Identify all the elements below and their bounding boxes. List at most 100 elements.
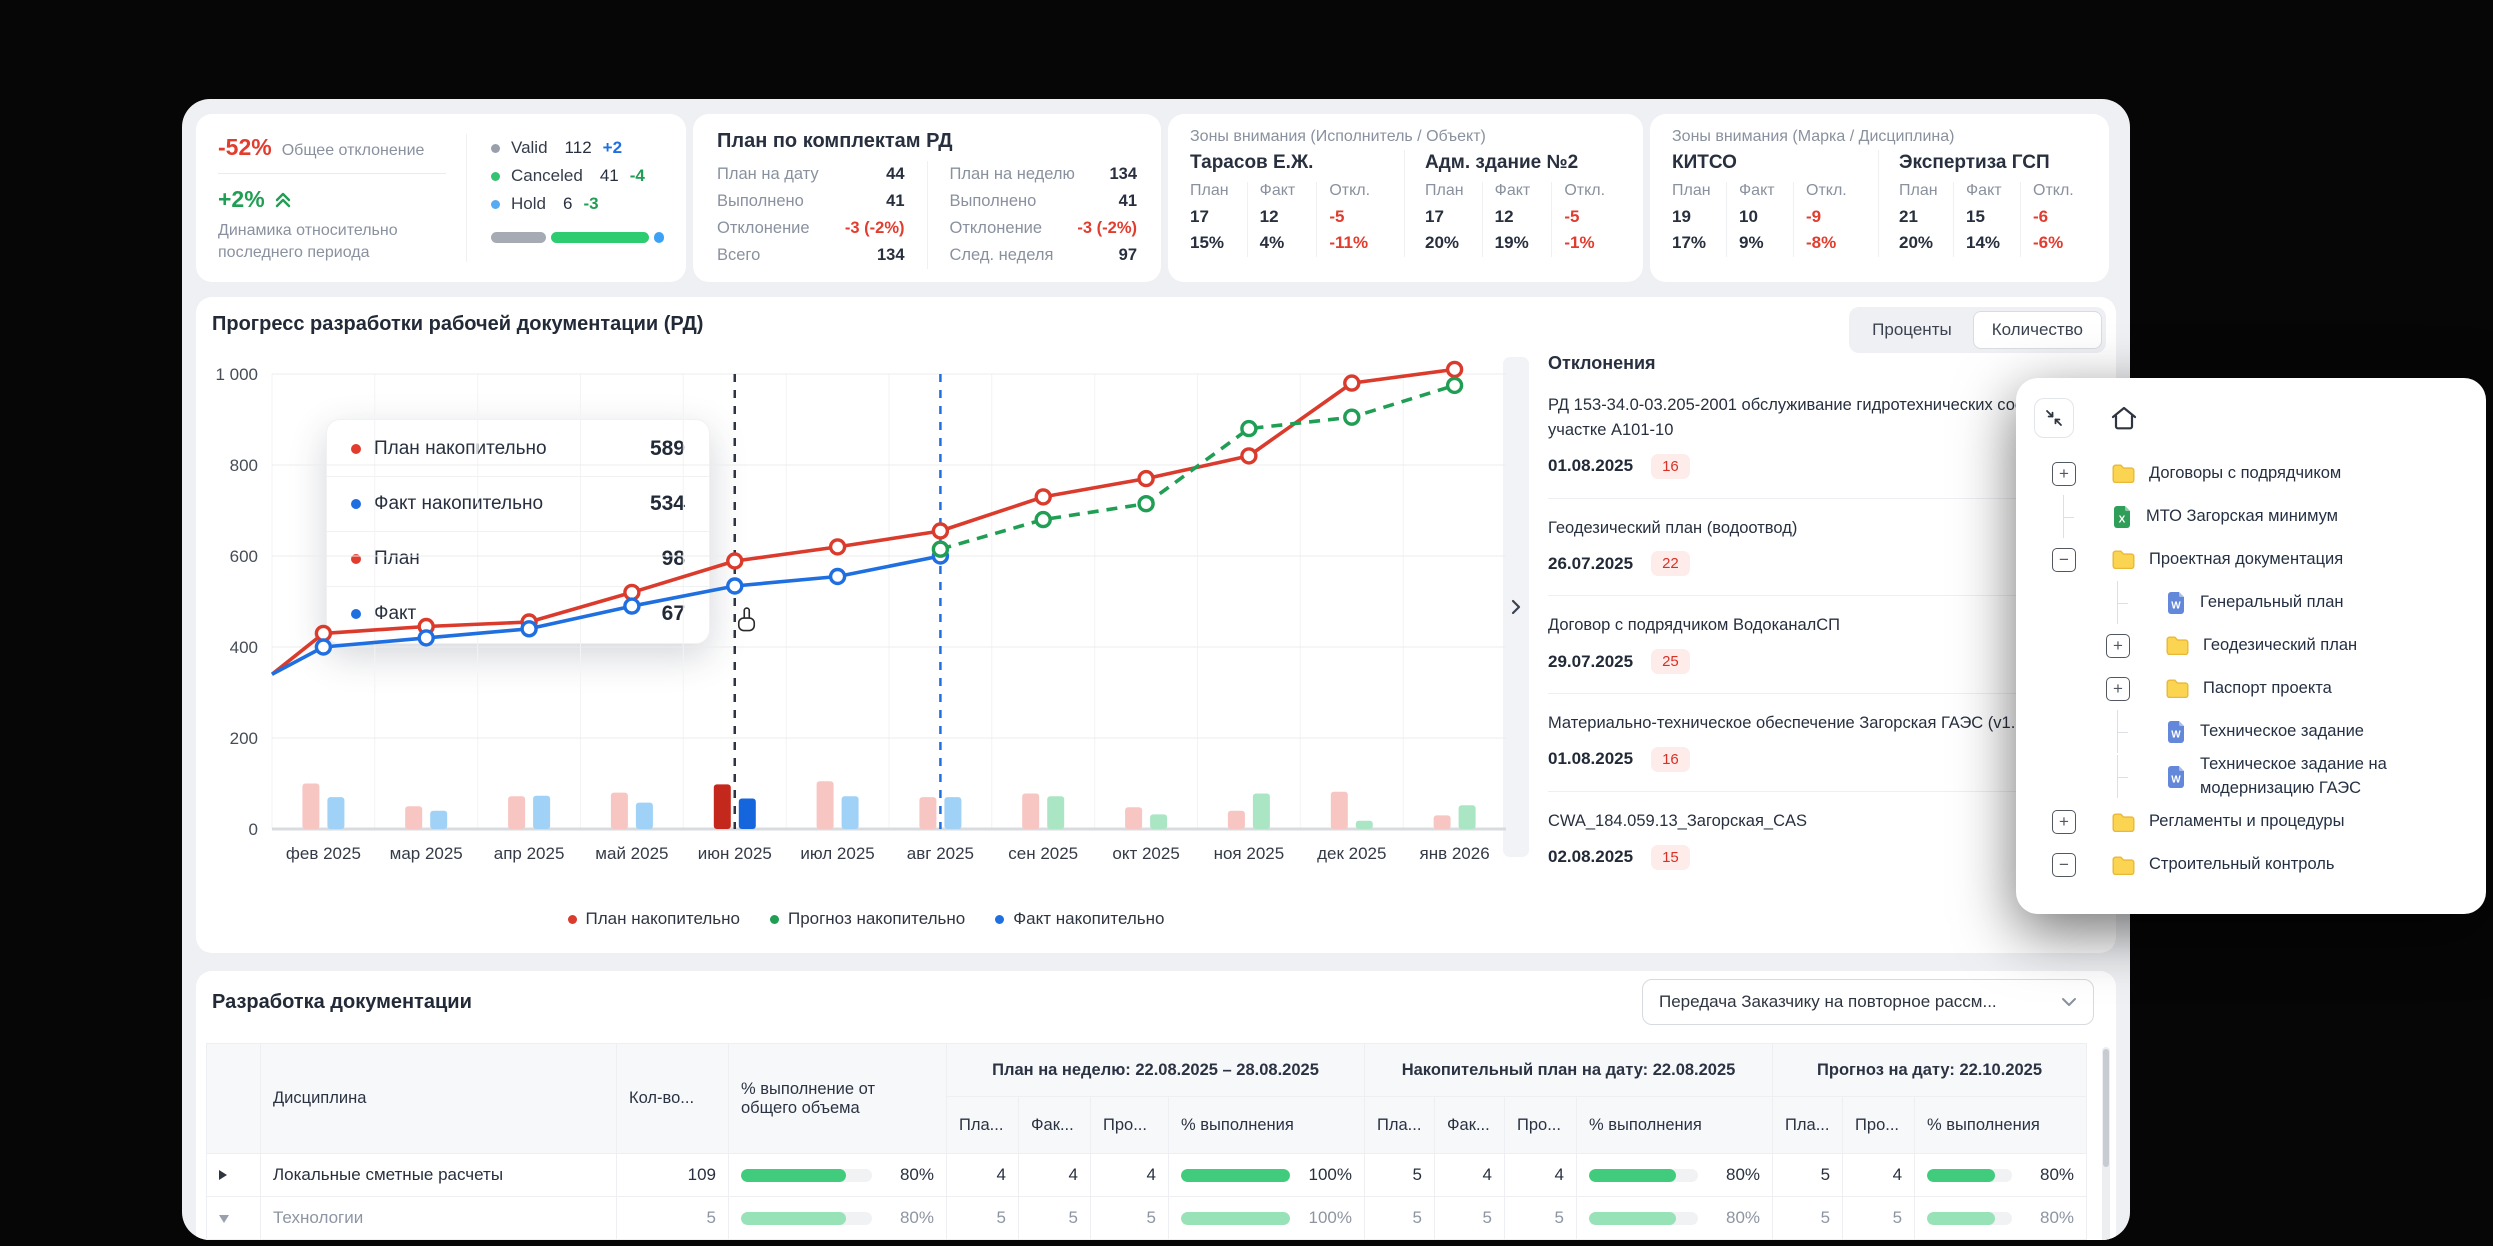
tree-item[interactable]: X МТО Загорская минимум [2052,495,2468,538]
deviation-meta: 29.07.2025 25 [1548,649,2096,674]
table-row[interactable]: ТХ550%0000%53460%5460% [206,1239,2088,1240]
collapse-row-icon[interactable] [219,1215,229,1223]
tree-collapse-toggle[interactable]: − [2052,547,2076,572]
table-row[interactable]: Локальные сметные расчеты 109 80% 4 4 4 100% 5 4… [206,1153,2088,1197]
x-axis-tick: апр 2025 [494,844,565,863]
table-row[interactable]: Технологии 5 80% 5 5 5 100% 5 5 5 80% 5 5 80% [206,1196,2088,1240]
legend-item[interactable]: Факт накопительно [995,909,1164,929]
deviation-item[interactable]: CWA_184.059.13_Загорская_CAS 02.08.2025 15 [1548,792,2096,889]
sub-column-header: Фак... [1018,1096,1091,1154]
tree-item[interactable]: − Строительный контроль [2052,844,2468,887]
forecast-value-cell: 4 [1842,1239,1916,1240]
zone-metric-column: Откл. -6 -6% [2020,182,2087,257]
bar [1227,810,1245,829]
bar [713,784,731,829]
y-axis-tick: 0 [249,820,258,839]
tree-item[interactable]: + Паспорт проекта [2106,667,2468,710]
zone-metric-column: Факт 12 19% [1481,182,1552,257]
tree-expand-toggle[interactable]: + [2052,461,2076,486]
sub-column-header: Пла... [1772,1096,1844,1154]
zone-metric-label: Откл. [1806,182,1847,199]
deviations-title: Отклонения [1548,353,1656,373]
folder-icon-wrap [2166,636,2189,655]
zone-metric-percent: 20% [1899,233,1934,253]
cumulative-value-cell: 5 [1434,1196,1505,1240]
legend-dot [769,914,779,924]
data-point [1137,494,1155,513]
word-icon-wrap: W [2166,765,2186,789]
deviation-item[interactable]: Договор с подрядчиком ВодоканалСП 29.07.2… [1548,596,2096,694]
zone-metric-percent: -6% [2033,233,2064,253]
table-scrollbar-thumb[interactable] [2103,1049,2109,1167]
row-expander-cell[interactable] [206,1153,261,1197]
zone-metric-label: План [1190,182,1229,199]
tree-expand-toggle[interactable]: + [2052,810,2076,835]
tree-item[interactable]: + Регламенты и процедуры [2052,801,2468,844]
tree-item[interactable]: W Генеральный план [2106,581,2468,624]
svg-text:X: X [2119,514,2126,525]
zone-metric-label: Факт [1259,182,1296,199]
data-point [931,522,950,540]
bar [1047,796,1065,829]
bar [1150,814,1168,829]
cumulative-value-cell: 5 [1364,1153,1435,1197]
tooltip-label: Факт накопительно [374,493,544,514]
chevron-right-icon [1511,599,1521,615]
zone-metric-percent: 14% [1966,233,2001,253]
y-axis-tick: 800 [230,456,258,475]
zone-metric-percent: -8% [1806,233,1837,253]
row-expander-cell[interactable] [206,1196,261,1240]
progress-percent-label: 100% [1308,1208,1352,1227]
legend-item[interactable]: План накопительно [567,909,740,929]
legend-item[interactable]: Прогноз накопительно [769,909,965,929]
status-row: Valid 112 +2 [491,134,664,162]
tooltip-label: План накопительно [374,438,547,459]
data-point [1240,447,1258,465]
row-expander-cell[interactable] [206,1239,261,1240]
status-distribution-bar [491,232,664,243]
tree-item[interactable]: W Техническое задание [2106,710,2468,753]
tree-collapse-toggle[interactable]: − [2052,853,2076,878]
deviation-item[interactable]: РД 153-34.0-03.205-2001 обслуживание гид… [1548,376,2096,499]
plan-row: Отклонение -3 (-2%) [717,215,905,242]
tree-expand-toggle[interactable]: + [2106,676,2130,701]
status-filter-dropdown[interactable]: Передача Заказчику на повторное рассм... [1642,979,2094,1025]
folder-icon-wrap [2112,856,2135,875]
tree-item[interactable]: − Проектная документация [2052,538,2468,581]
line-series [939,383,1456,551]
count-column-header: Кол-во... [616,1043,729,1154]
progress-bar-cell: 80% [741,1208,934,1228]
tree-connector [2106,755,2130,799]
y-axis-tick: 400 [230,638,258,657]
word-file-icon: W [2168,591,2184,614]
plan-row: План на дату 44 [717,161,905,188]
tree-item[interactable]: + Договоры с подрядчиком [2052,452,2468,495]
tree-item[interactable]: W Техническое задание на модернизацию ГАЭ… [2106,753,2468,801]
panel-expander-button[interactable] [1503,357,1529,857]
deviation-item[interactable]: Геодезический план (водоотвод) 26.07.2025… [1548,499,2096,597]
toggle-active[interactable]: Количество [1972,311,2102,349]
deviation-text: РД 153-34.0-03.205-2001 обслуживание гид… [1548,396,2090,439]
deviation-meta: 26.07.2025 22 [1548,551,2096,577]
count-cell: 109 [616,1153,729,1197]
home-button[interactable] [2104,404,2144,432]
cumulative-value-cell: 5 [1364,1196,1435,1240]
tree-item[interactable]: + Геодезический план [2106,624,2468,667]
tooltip-value: 67 [661,602,685,625]
table-scrollbar[interactable] [2102,1047,2110,1240]
expand-row-icon[interactable] [219,1170,227,1180]
tree-expand-toggle[interactable]: + [2106,633,2130,658]
progress-track [1181,1211,1290,1225]
bar [1355,820,1373,829]
folder-icon [2112,856,2135,875]
zone-card-title: Зоны внимания (Марка / Дисциплина) [1672,128,1955,145]
tree-item-label: Паспорт проекта [2203,678,2332,697]
week-pct-cell: 100% [1168,1196,1365,1240]
deviation-date: 02.08.2025 [1548,847,1634,866]
cumulative-pct-cell: 80% [1575,1196,1774,1240]
deviation-item[interactable]: Материально-техническое обеспечение Заго… [1548,694,2096,792]
collapse-popup-button[interactable] [2034,398,2074,438]
progress-percent-label: 80% [899,1165,934,1184]
toggle-option[interactable]: Проценты [1853,311,1971,349]
zone-metric-column: Откл. -5 -11% [1316,182,1386,257]
